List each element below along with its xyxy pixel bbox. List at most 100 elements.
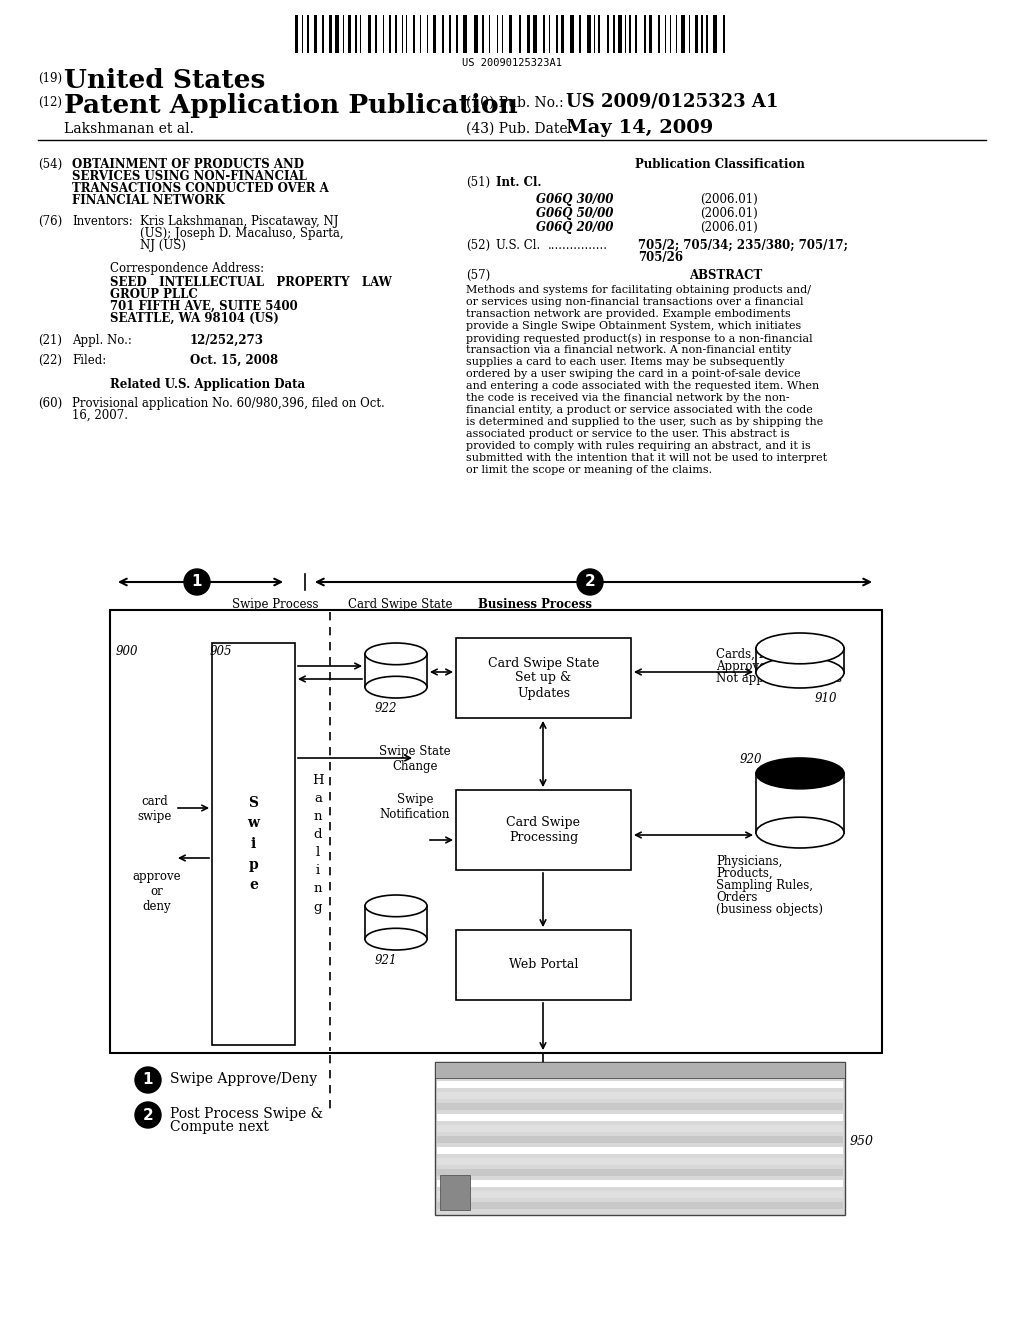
- Text: provide a Single Swipe Obtainment System, which initiates: provide a Single Swipe Obtainment System…: [466, 321, 801, 331]
- Ellipse shape: [756, 657, 844, 688]
- Text: is determined and supplied to the user, such as by shipping the: is determined and supplied to the user, …: [466, 417, 823, 426]
- Text: GROUP PLLC: GROUP PLLC: [110, 288, 198, 301]
- Text: or limit the scope or meaning of the claims.: or limit the scope or meaning of the cla…: [466, 465, 712, 475]
- Text: (43) Pub. Date:: (43) Pub. Date:: [466, 121, 572, 136]
- Text: Orders: Orders: [716, 891, 758, 904]
- Text: Swipe Approve/Deny: Swipe Approve/Deny: [170, 1072, 317, 1086]
- Circle shape: [135, 1067, 161, 1093]
- Text: 920: 920: [740, 752, 763, 766]
- Text: Swipe Process: Swipe Process: [232, 598, 318, 611]
- Text: Swipe
Notification: Swipe Notification: [380, 793, 451, 821]
- Text: (business objects): (business objects): [716, 903, 823, 916]
- Bar: [435, 1063, 845, 1214]
- Text: provided to comply with rules requiring an abstract, and it is: provided to comply with rules requiring …: [466, 441, 811, 451]
- Ellipse shape: [365, 895, 427, 916]
- Text: card
swipe: card swipe: [138, 795, 172, 822]
- Bar: [437, 1137, 843, 1143]
- Bar: [456, 789, 631, 870]
- Ellipse shape: [756, 758, 844, 789]
- Text: SEATTLE, WA 98104 (US): SEATTLE, WA 98104 (US): [110, 312, 279, 325]
- Text: Approved swipes,: Approved swipes,: [716, 660, 821, 673]
- Bar: [437, 1125, 843, 1133]
- Text: Filed:: Filed:: [72, 354, 106, 367]
- Text: Kris Lakshmanan, Piscataway, NJ: Kris Lakshmanan, Piscataway, NJ: [140, 215, 339, 228]
- Bar: [456, 931, 631, 1001]
- Text: (54): (54): [38, 158, 62, 172]
- Text: the code is received via the financial network by the non-: the code is received via the financial n…: [466, 393, 790, 403]
- Text: NJ (US): NJ (US): [140, 239, 186, 252]
- Text: approve
or
deny: approve or deny: [133, 870, 181, 913]
- Text: 16, 2007.: 16, 2007.: [72, 409, 128, 422]
- Text: TRANSACTIONS CONDUCTED OVER A: TRANSACTIONS CONDUCTED OVER A: [72, 182, 329, 195]
- Text: 2: 2: [585, 574, 595, 590]
- Bar: [365, 643, 427, 653]
- Text: US 20090125323A1: US 20090125323A1: [462, 58, 562, 69]
- Text: FINANCIAL NETWORK: FINANCIAL NETWORK: [72, 194, 224, 207]
- Bar: [437, 1203, 843, 1209]
- Circle shape: [135, 1102, 161, 1129]
- Bar: [437, 1158, 843, 1166]
- Text: 1: 1: [142, 1072, 154, 1088]
- Text: (2006.01): (2006.01): [700, 220, 758, 234]
- Text: transaction network are provided. Example embodiments: transaction network are provided. Exampl…: [466, 309, 791, 319]
- Text: 922: 922: [375, 702, 397, 715]
- Ellipse shape: [365, 676, 427, 698]
- Text: Business Process: Business Process: [478, 598, 592, 611]
- Text: United States: United States: [63, 69, 265, 92]
- Bar: [365, 906, 427, 939]
- Text: Swipe State
Change: Swipe State Change: [379, 744, 451, 774]
- Text: May 14, 2009: May 14, 2009: [566, 119, 714, 137]
- Bar: [456, 638, 631, 718]
- Text: (57): (57): [466, 269, 490, 282]
- Text: Methods and systems for facilitating obtaining products and/: Methods and systems for facilitating obt…: [466, 285, 811, 294]
- Text: U.S. Cl.: U.S. Cl.: [496, 239, 541, 252]
- Text: Oct. 15, 2008: Oct. 15, 2008: [190, 354, 279, 367]
- Text: Compute next: Compute next: [170, 1119, 269, 1134]
- Text: Related U.S. Application Data: Related U.S. Application Data: [110, 378, 305, 391]
- Text: 921: 921: [375, 954, 397, 968]
- Circle shape: [577, 569, 603, 595]
- Text: (US); Joseph D. Macaluso, Sparta,: (US); Joseph D. Macaluso, Sparta,: [140, 227, 344, 240]
- Text: Patent Application Publication: Patent Application Publication: [63, 92, 518, 117]
- Text: Publication Classification: Publication Classification: [635, 158, 805, 172]
- Text: 705/26: 705/26: [638, 251, 683, 264]
- Text: (2006.01): (2006.01): [700, 193, 758, 206]
- Text: (60): (60): [38, 397, 62, 411]
- Text: Inventors:: Inventors:: [72, 215, 133, 228]
- Text: supplies a card to each user. Items may be subsequently: supplies a card to each user. Items may …: [466, 356, 784, 367]
- Bar: [756, 634, 844, 648]
- Text: Sampling Rules,: Sampling Rules,: [716, 879, 813, 892]
- Text: ABSTRACT: ABSTRACT: [689, 269, 763, 282]
- Text: Appl. No.:: Appl. No.:: [72, 334, 132, 347]
- Text: Correspondence Address:: Correspondence Address:: [110, 261, 264, 275]
- Text: Card Swipe State
Set up &
Updates: Card Swipe State Set up & Updates: [487, 656, 599, 700]
- Text: US 2009/0125323 A1: US 2009/0125323 A1: [566, 92, 778, 111]
- Text: 1: 1: [191, 574, 203, 590]
- Bar: [435, 1063, 845, 1078]
- Text: transaction via a financial network. A non-financial entity: transaction via a financial network. A n…: [466, 345, 792, 355]
- Bar: [756, 774, 844, 833]
- Text: Post Process Swipe &: Post Process Swipe &: [170, 1107, 323, 1121]
- Text: SEED   INTELLECTUAL   PROPERTY   LAW: SEED INTELLECTUAL PROPERTY LAW: [110, 276, 392, 289]
- Text: 2: 2: [142, 1107, 154, 1122]
- Text: (12): (12): [38, 96, 62, 110]
- Text: Provisional application No. 60/980,396, filed on Oct.: Provisional application No. 60/980,396, …: [72, 397, 385, 411]
- Ellipse shape: [365, 928, 427, 950]
- Text: ordered by a user swiping the card in a point-of-sale device: ordered by a user swiping the card in a …: [466, 370, 801, 379]
- Bar: [110, 610, 882, 1053]
- Text: (19): (19): [38, 73, 62, 84]
- Text: financial entity, a product or service associated with the code: financial entity, a product or service a…: [466, 405, 813, 414]
- Bar: [437, 1114, 843, 1121]
- Text: 705/2; 705/34; 235/380; 705/17;: 705/2; 705/34; 235/380; 705/17;: [638, 239, 848, 252]
- Text: Card Swipe State: Card Swipe State: [348, 598, 453, 611]
- Text: Not approved swipes: Not approved swipes: [716, 672, 842, 685]
- Text: or services using non-financial transactions over a financial: or services using non-financial transact…: [466, 297, 804, 308]
- Text: (21): (21): [38, 334, 62, 347]
- Bar: [437, 1104, 843, 1110]
- Circle shape: [184, 569, 210, 595]
- Text: (2006.01): (2006.01): [700, 207, 758, 220]
- Text: G06Q 20/00: G06Q 20/00: [536, 220, 613, 234]
- Text: Web Portal: Web Portal: [509, 958, 579, 972]
- Text: H
a
n
d
l
i
n
g: H a n d l i n g: [312, 775, 324, 913]
- Ellipse shape: [365, 643, 427, 665]
